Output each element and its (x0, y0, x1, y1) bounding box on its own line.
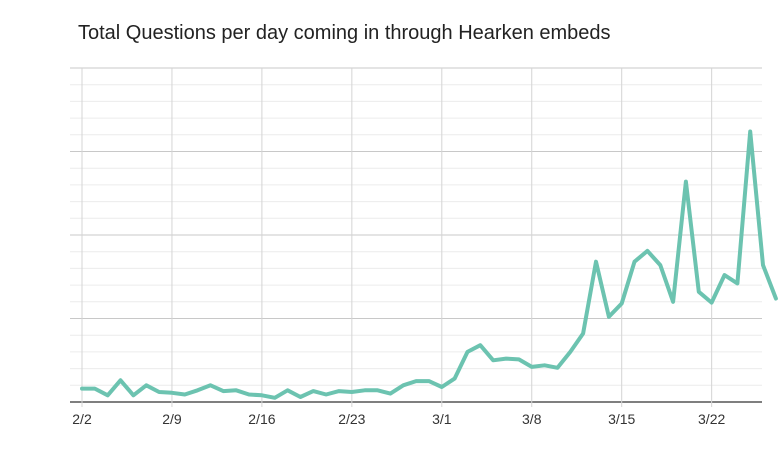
x-tick-label: 3/22 (698, 411, 725, 427)
x-tick-label: 2/9 (162, 411, 182, 427)
x-tick-label: 3/15 (608, 411, 635, 427)
x-axis-tick-labels: 2/2 2/9 2/16 2/23 3/1 3/8 3/15 3/22 (72, 411, 725, 427)
chart-title: Total Questions per day coming in throug… (78, 22, 611, 44)
x-tick-label: 2/23 (338, 411, 365, 427)
x-tick-label: 2/2 (72, 411, 92, 427)
series-line (80, 129, 778, 400)
x-tick-label: 3/1 (432, 411, 452, 427)
x-tick-label: 2/16 (248, 411, 275, 427)
x-tick-label: 3/8 (522, 411, 542, 427)
chart-grid (70, 67, 762, 407)
